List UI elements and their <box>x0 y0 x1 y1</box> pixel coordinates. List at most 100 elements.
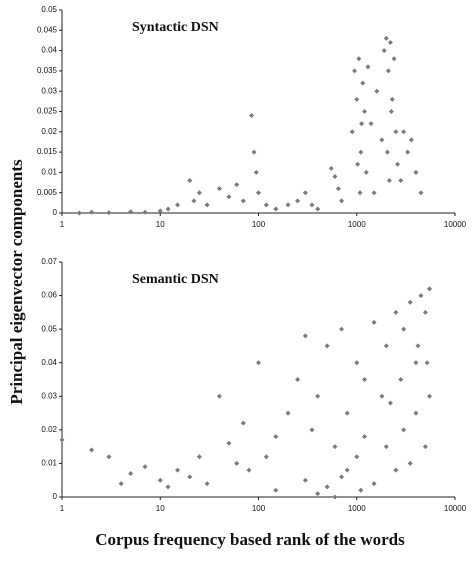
y-tick-label: 0.05 <box>41 324 57 333</box>
point <box>76 210 82 216</box>
point <box>339 198 345 204</box>
point <box>295 198 301 204</box>
point <box>371 190 377 196</box>
point <box>157 477 163 483</box>
point <box>256 360 261 366</box>
point <box>191 198 197 204</box>
y-tick-label: 0 <box>53 208 58 217</box>
point <box>339 474 345 480</box>
point <box>246 467 252 473</box>
point <box>407 299 413 305</box>
point <box>226 440 232 446</box>
y-tick-label: 0.03 <box>41 391 57 400</box>
point <box>415 343 421 349</box>
point <box>106 454 112 460</box>
point <box>249 113 255 119</box>
point <box>234 182 240 188</box>
point <box>187 178 193 184</box>
point <box>371 481 377 487</box>
point <box>413 410 419 416</box>
point <box>196 190 202 196</box>
point <box>359 121 365 127</box>
point <box>302 333 308 339</box>
point <box>59 437 65 443</box>
point <box>285 202 291 208</box>
point <box>383 35 389 41</box>
point <box>424 360 430 366</box>
point <box>368 121 374 127</box>
point <box>273 487 279 493</box>
point <box>362 109 368 114</box>
point <box>285 410 291 416</box>
point <box>315 393 321 399</box>
point <box>335 186 341 192</box>
point <box>165 206 171 212</box>
point <box>360 80 366 86</box>
point <box>363 169 369 175</box>
y-tick-label: 0.07 <box>41 257 57 266</box>
point <box>332 173 338 179</box>
point <box>354 96 360 102</box>
point <box>383 444 389 450</box>
point <box>387 400 393 406</box>
point <box>405 149 411 155</box>
point <box>256 190 261 196</box>
point <box>332 494 338 500</box>
point <box>407 460 413 466</box>
point <box>128 209 134 215</box>
point <box>355 161 361 167</box>
y-tick-label: 0.04 <box>41 358 57 367</box>
point <box>240 420 246 426</box>
point <box>89 209 95 215</box>
y-tick-label: 0.025 <box>37 107 58 116</box>
point <box>388 109 394 114</box>
y-tick-label: 0.015 <box>37 147 58 156</box>
point <box>387 39 393 45</box>
y-tick-label: 0.01 <box>41 459 57 468</box>
point <box>226 194 232 200</box>
point <box>187 474 193 480</box>
point <box>371 319 377 325</box>
point <box>401 129 407 135</box>
point <box>251 149 257 155</box>
point <box>295 377 301 382</box>
x-tick-label: 100 <box>252 504 266 513</box>
point <box>324 484 330 490</box>
panel-title: Syntactic DSN <box>132 20 219 35</box>
point <box>393 309 399 315</box>
point <box>381 48 387 54</box>
point <box>422 309 428 315</box>
point <box>408 137 414 143</box>
point <box>315 491 321 497</box>
x-tick-label: 10000 <box>444 504 467 513</box>
x-tick-label: 10 <box>156 220 165 229</box>
point <box>309 427 315 433</box>
point <box>391 56 397 62</box>
point <box>324 343 330 349</box>
point <box>389 96 395 102</box>
point <box>354 454 360 460</box>
point <box>263 202 269 208</box>
point <box>240 198 246 204</box>
point <box>106 210 112 216</box>
y-tick-label: 0.03 <box>41 86 57 95</box>
x-tick-label: 1 <box>60 504 65 513</box>
point <box>418 293 424 299</box>
point <box>413 169 419 175</box>
point <box>263 454 269 460</box>
y-tick-label: 0.04 <box>41 46 57 55</box>
x-tick-label: 10000 <box>444 220 467 229</box>
panel-title: Semantic DSN <box>132 272 219 287</box>
point <box>89 447 95 453</box>
point <box>302 190 308 196</box>
point <box>418 190 424 196</box>
point <box>413 360 419 366</box>
point <box>165 484 171 490</box>
point <box>395 161 401 167</box>
x-tick-label: 1 <box>60 220 65 229</box>
point <box>352 68 358 74</box>
point <box>356 56 362 62</box>
point <box>157 208 163 214</box>
point <box>315 206 321 212</box>
